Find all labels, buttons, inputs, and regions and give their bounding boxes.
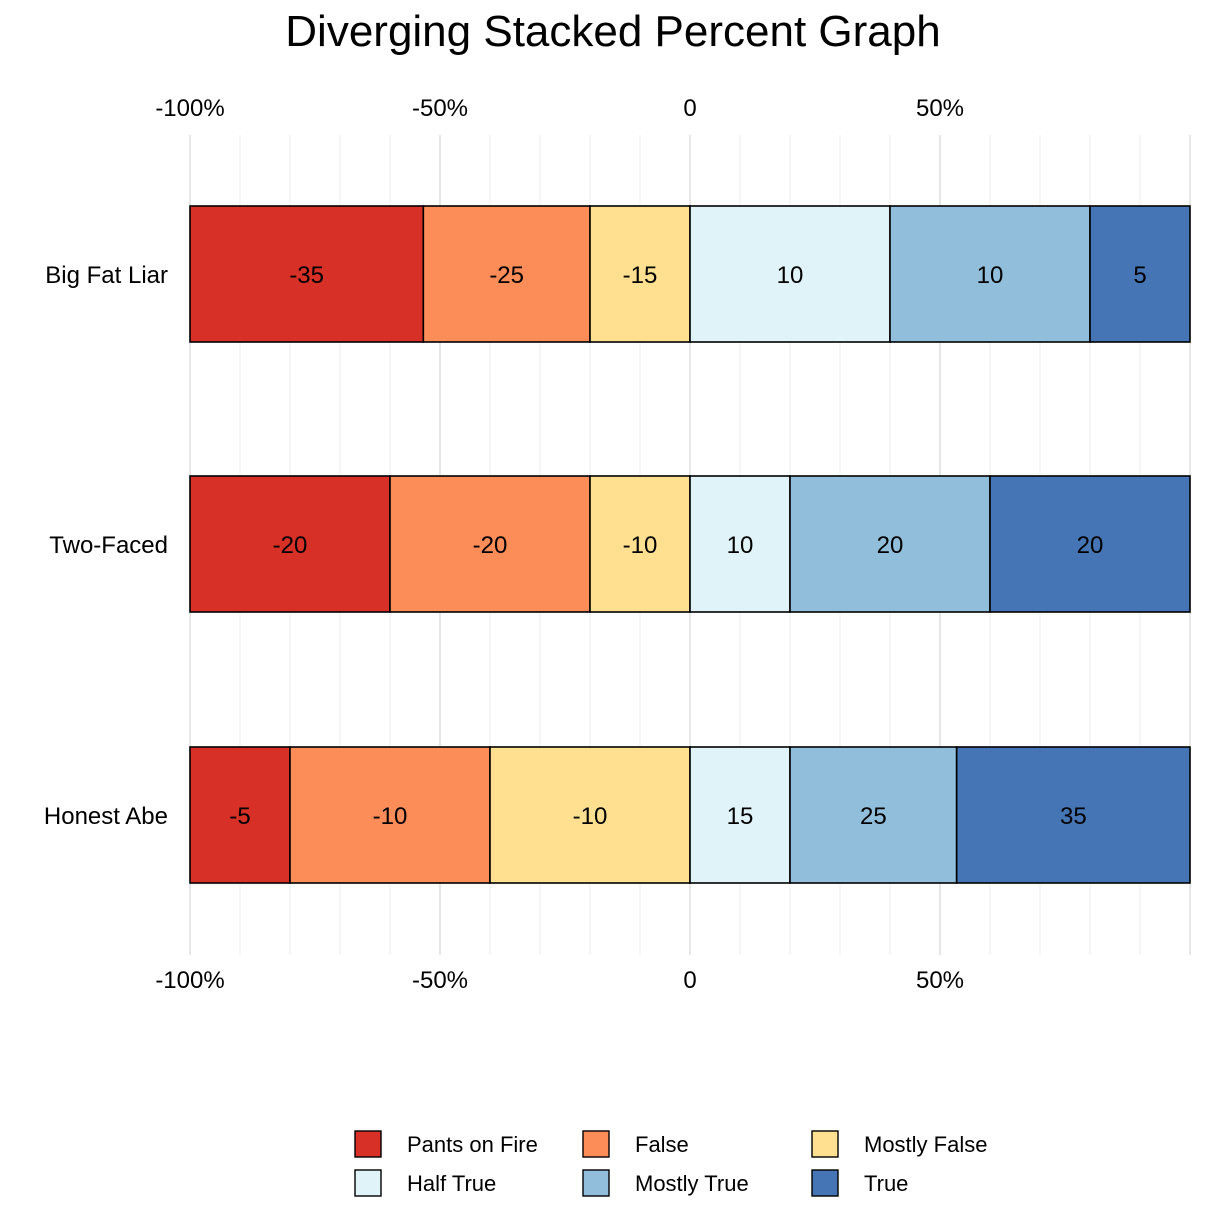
category-label: Big Fat Liar <box>45 262 168 289</box>
bar-value-label: -10 <box>623 532 658 559</box>
x-tick-label-bottom: -50% <box>412 967 468 994</box>
bar-value-label: 20 <box>1077 532 1104 559</box>
legend-label: Pants on Fire <box>407 1132 538 1157</box>
bar-segment <box>389 475 591 613</box>
bar-segment <box>889 205 1091 343</box>
legend-swatch <box>811 1130 839 1158</box>
legend-item: Mostly True <box>582 1169 749 1197</box>
legend-item: False <box>582 1130 689 1158</box>
x-tick-label-bottom: -100% <box>155 967 224 994</box>
bar-value-label: 15 <box>727 803 754 830</box>
bar-value-label: -25 <box>489 262 524 289</box>
legend-label: True <box>864 1171 908 1196</box>
x-tick-label-top: -100% <box>155 95 224 122</box>
bar-segment <box>789 475 991 613</box>
bar-value-label: -35 <box>289 262 324 289</box>
bar-value-label: 35 <box>1060 803 1087 830</box>
bar-segment <box>689 475 791 613</box>
legend-item: Mostly False <box>811 1130 987 1158</box>
legend-item: True <box>811 1169 908 1197</box>
legend-item: Pants on Fire <box>354 1130 538 1158</box>
bar-row: -20 -20 -10 10 20 20 <box>189 475 1191 613</box>
x-tick-label-top: 50% <box>916 95 964 122</box>
bar-segment <box>789 746 958 884</box>
bar-row: -5 -10 -10 15 25 35 <box>189 746 1191 884</box>
bar-segment <box>955 746 1191 884</box>
bar-segment <box>289 746 491 884</box>
legend-swatch <box>582 1130 610 1158</box>
x-axis-top: -100% -50% 0 50% <box>155 95 964 122</box>
bar-segment <box>689 746 791 884</box>
y-axis-categories: Big Fat Liar Two-Faced Honest Abe <box>44 262 168 830</box>
bar-segment <box>689 205 891 343</box>
bar-segment <box>489 746 691 884</box>
bar-segment <box>589 475 691 613</box>
chart-title: Diverging Stacked Percent Graph <box>285 7 940 56</box>
x-axis-bottom: -100% -50% 0 50% <box>155 967 964 994</box>
bars: -35 -25 -15 10 10 5 -20 -20 -10 10 20 20 -5 -10 -10 15 2… <box>189 205 1191 884</box>
bar-value-label: -20 <box>473 532 508 559</box>
bar-value-label: -15 <box>623 262 658 289</box>
x-tick-label-top: -50% <box>412 95 468 122</box>
legend: Pants on Fire False Mostly False Half True M… <box>354 1130 987 1197</box>
bar-value-label: 25 <box>860 803 887 830</box>
bar-value-label: 10 <box>727 532 754 559</box>
legend-label: Mostly False <box>864 1132 987 1157</box>
bar-segment <box>589 205 691 343</box>
x-tick-label-top: 0 <box>683 95 696 122</box>
bar-value-label: 5 <box>1133 262 1146 289</box>
legend-swatch <box>354 1130 382 1158</box>
bar-row: -35 -25 -15 10 10 5 <box>189 205 1191 343</box>
legend-swatch <box>811 1169 839 1197</box>
legend-label: False <box>635 1132 689 1157</box>
bar-value-label: -10 <box>373 803 408 830</box>
legend-label: Half True <box>407 1171 496 1196</box>
bar-value-label: 10 <box>977 262 1004 289</box>
legend-item: Half True <box>354 1169 496 1197</box>
bar-value-label: 10 <box>777 262 804 289</box>
bar-value-label: 20 <box>877 532 904 559</box>
legend-swatch <box>582 1169 610 1197</box>
x-tick-label-bottom: 0 <box>683 967 696 994</box>
bar-value-label: -5 <box>229 803 250 830</box>
bar-value-label: -20 <box>273 532 308 559</box>
bar-segment <box>1089 205 1191 343</box>
bar-segment <box>989 475 1191 613</box>
bar-value-label: -10 <box>573 803 608 830</box>
legend-label: Mostly True <box>635 1171 749 1196</box>
x-tick-label-bottom: 50% <box>916 967 964 994</box>
legend-swatch <box>354 1169 382 1197</box>
bar-segment <box>189 746 291 884</box>
category-label: Two-Faced <box>49 532 168 559</box>
category-label: Honest Abe <box>44 803 168 830</box>
